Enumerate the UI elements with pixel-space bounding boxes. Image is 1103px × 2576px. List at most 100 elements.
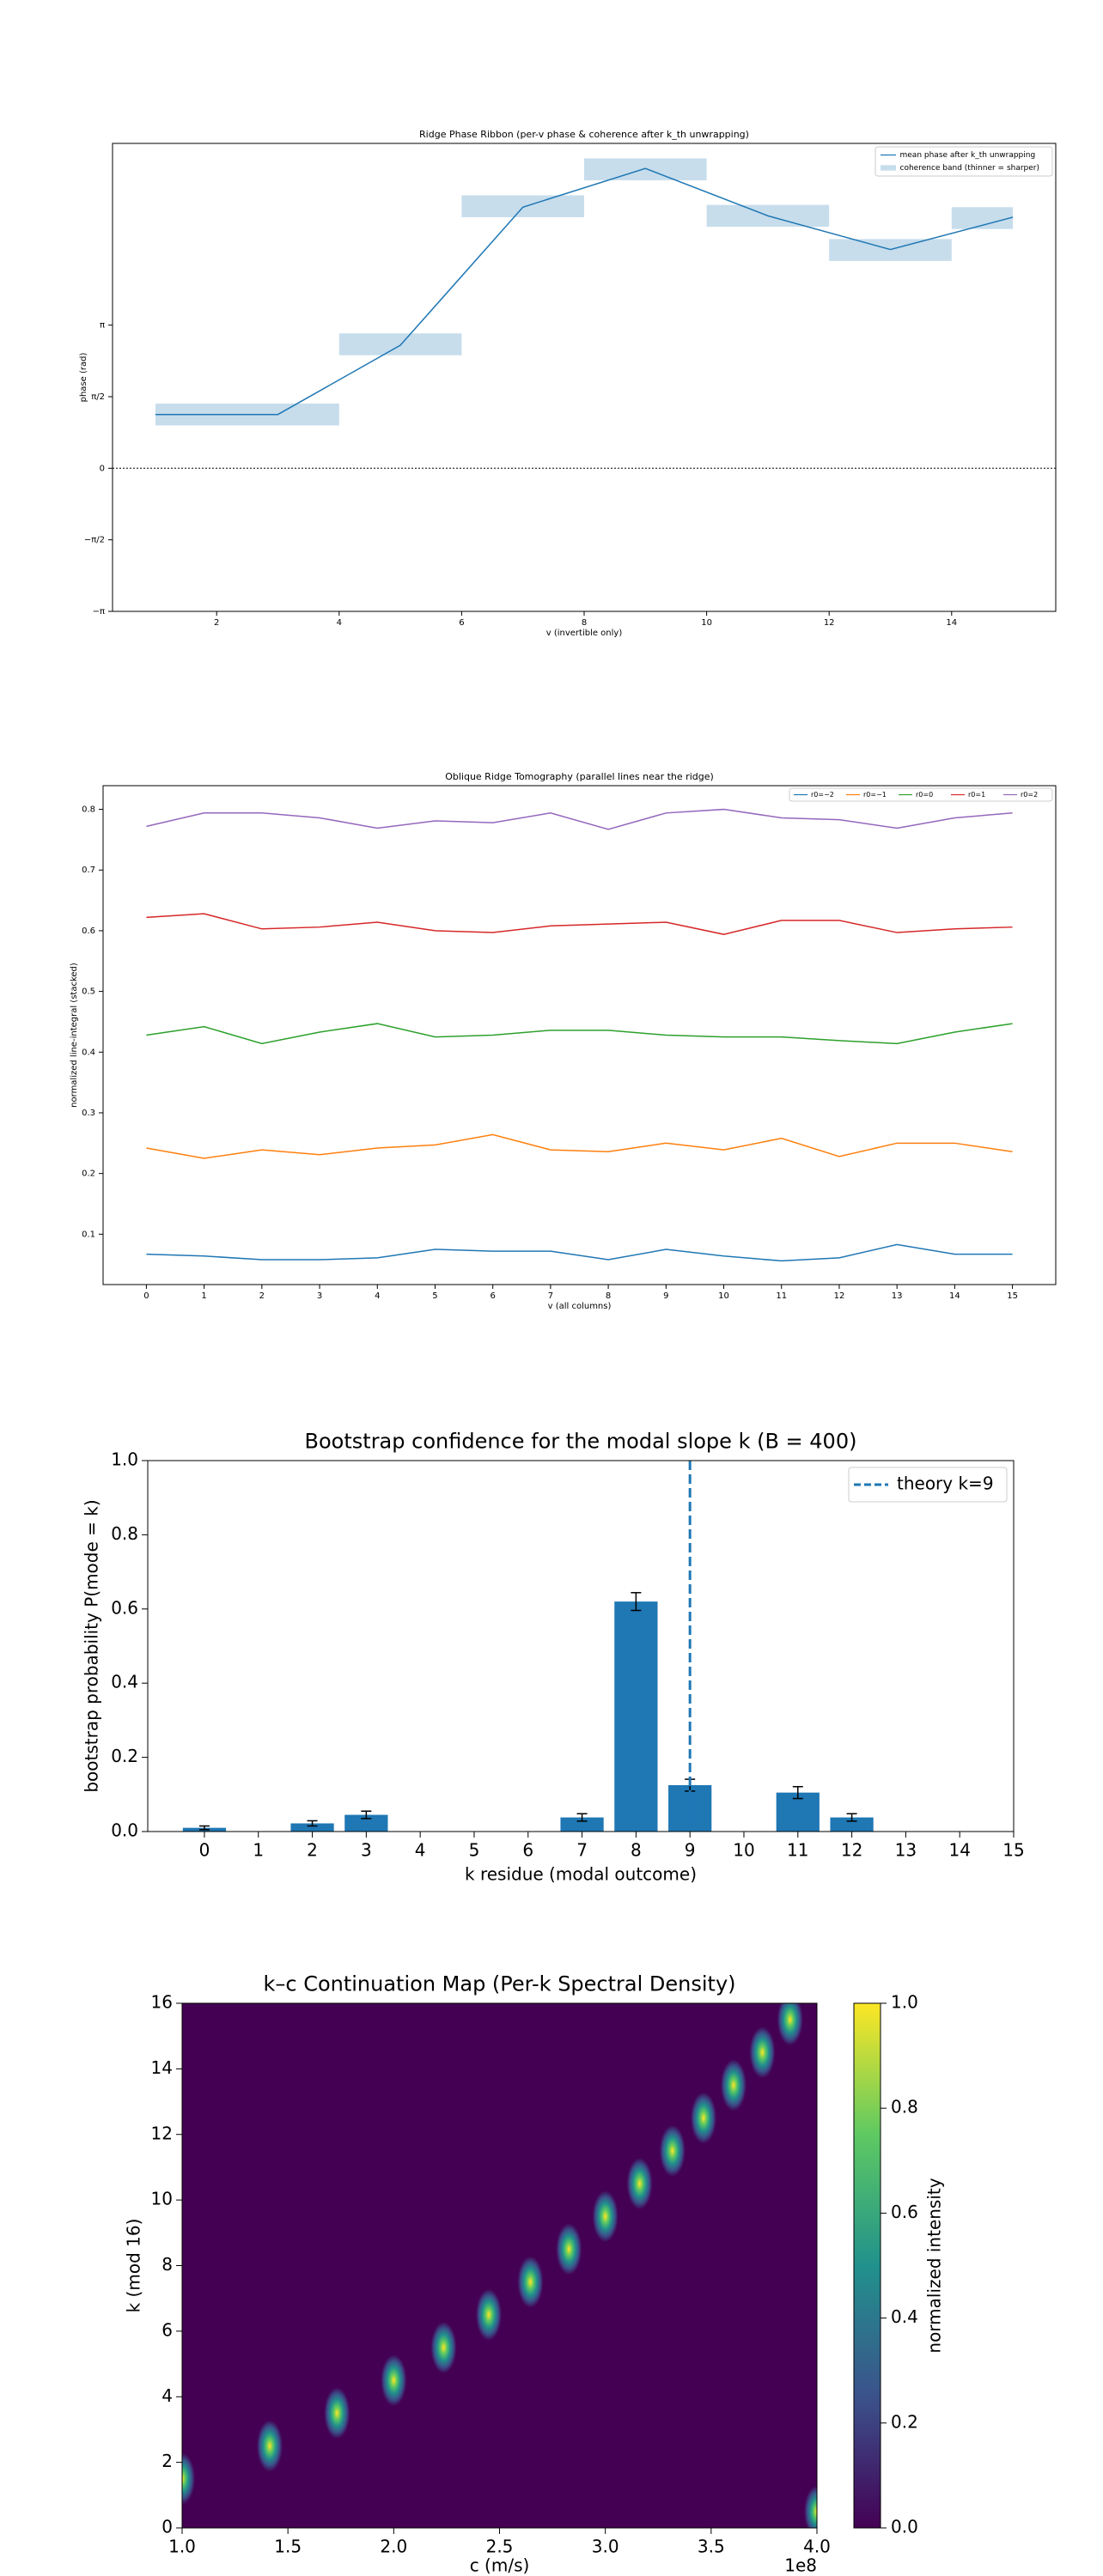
x-tick-label: 15 (1002, 1840, 1024, 1861)
colorbar-tick-label: 0.2 (891, 2411, 918, 2432)
y-tick-label: 0.2 (82, 1170, 95, 1179)
y-tick-label: 0.7 (82, 866, 95, 875)
x-tick-label: 9 (663, 1291, 668, 1301)
bar (344, 1814, 388, 1832)
y-tick-label: 0.4 (111, 1672, 138, 1692)
x-tick-label: 8 (631, 1840, 642, 1861)
x-tick-label: 3.0 (592, 2537, 619, 2557)
chart-title: k–c Continuation Map (Per-k Spectral Den… (263, 1971, 735, 1996)
y-tick-label: 0.5 (82, 987, 95, 997)
x-tick-label: 12 (834, 1291, 845, 1301)
y-tick-label: 0.1 (82, 1230, 95, 1239)
y-tick-label: 14 (151, 2057, 173, 2078)
density-peak (430, 2321, 457, 2373)
y-axis-label: bootstrap probability P(mode = k) (82, 1499, 102, 1792)
x-tick-label: 13 (895, 1840, 917, 1861)
chart-title: Bootstrap confidence for the modal slope… (305, 1429, 857, 1453)
series-line (146, 1023, 1013, 1045)
legend-label: theory k=9 (897, 1473, 994, 1494)
x-axis-label: v (all columns) (548, 1302, 612, 1311)
density-peak (690, 2092, 716, 2144)
x-tick-label: 6 (459, 618, 464, 628)
colorbar-tick-label: 0.8 (891, 2097, 918, 2117)
bar (830, 1817, 874, 1832)
x-axis-label: v (invertible only) (546, 629, 623, 638)
x-tick-label: 0 (143, 1291, 149, 1301)
legend-label: r0=0 (916, 791, 933, 799)
y-tick-label: 16 (151, 1992, 173, 2013)
x-tick-label: 2.5 (486, 2537, 514, 2557)
legend-box (848, 1467, 1008, 1503)
series-line (146, 1133, 1013, 1159)
y-tick-label: −π (93, 607, 105, 617)
bar (614, 1601, 658, 1832)
y-axis-label: normalized line-integral (stacked) (70, 963, 79, 1108)
heatmap-background (182, 2003, 817, 2528)
x-tick-label: 14 (946, 618, 957, 628)
x-tick-label: 1.0 (168, 2537, 196, 2557)
x-tick-label: 2.0 (380, 2537, 407, 2557)
y-tick-label: 0.8 (111, 1523, 138, 1544)
y-tick-label: 1.0 (111, 1449, 138, 1470)
chart-title: Ridge Phase Ribbon (per-v phase & cohere… (419, 129, 749, 140)
x-tick-label: 11 (787, 1840, 808, 1861)
axes-frame (102, 785, 1057, 1285)
x-tick-label: 5 (432, 1291, 437, 1301)
density-peak (592, 2190, 619, 2243)
x-tick-label: 14 (948, 1840, 970, 1861)
x-tick-label: 4 (375, 1291, 380, 1301)
density-peak (475, 2288, 502, 2341)
y-tick-label: 0.4 (82, 1048, 95, 1057)
legend-box (874, 146, 1053, 177)
y-tick-label: 6 (161, 2319, 173, 2340)
x-tick-label: 10 (733, 1840, 754, 1861)
x-tick-label: 15 (1007, 1291, 1018, 1301)
y-axis-label: k (mod 16) (124, 2219, 144, 2313)
series-line (146, 808, 1013, 830)
x-axis-label: c (m/s) (470, 2555, 530, 2576)
density-peak (517, 2256, 544, 2308)
x-tick-label: 10 (718, 1291, 729, 1301)
x-tick-label: 5 (469, 1840, 480, 1861)
x-tick-label: 1.5 (274, 2537, 302, 2557)
x-tick-label: 10 (701, 618, 712, 628)
x-tick-label: 13 (892, 1291, 903, 1301)
y-tick-label: 8 (161, 2254, 173, 2275)
y-tick-label: 0.2 (111, 1746, 138, 1766)
x-tick-label: 4 (415, 1840, 426, 1861)
density-peak (626, 2158, 653, 2210)
x-tick-label: 3.5 (698, 2537, 725, 2557)
density-peak (324, 2387, 350, 2439)
series-line (146, 1243, 1013, 1262)
legend-swatch (881, 165, 896, 171)
legend-label: r0=2 (1021, 791, 1038, 799)
legend-label: r0=1 (968, 791, 985, 799)
x-tick-label: 12 (841, 1840, 862, 1861)
y-tick-label: 0.8 (82, 805, 95, 815)
density-peak (659, 2124, 686, 2177)
x-tick-label: 8 (606, 1291, 611, 1301)
x-offset-label: 1e8 (784, 2555, 817, 2576)
series-line (146, 913, 1013, 935)
x-axis-label: k residue (modal outcome) (465, 1864, 697, 1885)
x-tick-label: 4.0 (803, 2537, 831, 2557)
x-tick-label: 14 (949, 1291, 960, 1301)
x-tick-label: 12 (824, 618, 835, 628)
x-tick-label: 0 (199, 1840, 210, 1861)
x-tick-label: 1 (201, 1291, 206, 1301)
coherence-band (584, 158, 707, 180)
colorbar (853, 2002, 881, 2529)
density-peak (182, 2452, 195, 2505)
x-tick-label: 4 (337, 618, 342, 628)
x-tick-label: 3 (361, 1840, 372, 1861)
density-peak (556, 2223, 582, 2275)
x-tick-label: 3 (317, 1291, 322, 1301)
bar (560, 1817, 604, 1832)
legend-label: mean phase after k_th unwrapping (900, 151, 1036, 160)
y-tick-label: 4 (161, 2385, 173, 2406)
y-tick-label: 2 (161, 2451, 173, 2471)
x-tick-label: 8 (582, 618, 587, 628)
colorbar-tick-label: 1.0 (891, 1992, 918, 2013)
colorbar-label: normalized intensity (924, 2178, 945, 2353)
